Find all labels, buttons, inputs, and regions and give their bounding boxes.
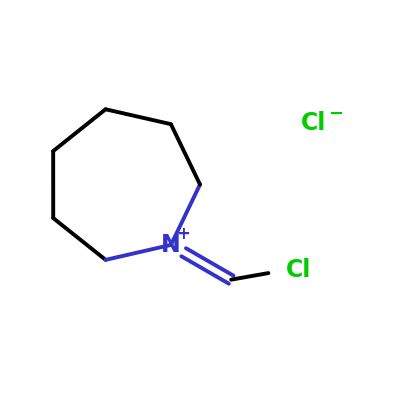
Text: N: N [161,233,181,257]
Text: Cl: Cl [286,258,311,282]
Text: Cl: Cl [300,111,326,135]
Text: +: + [176,225,190,243]
Text: −: − [328,105,343,123]
